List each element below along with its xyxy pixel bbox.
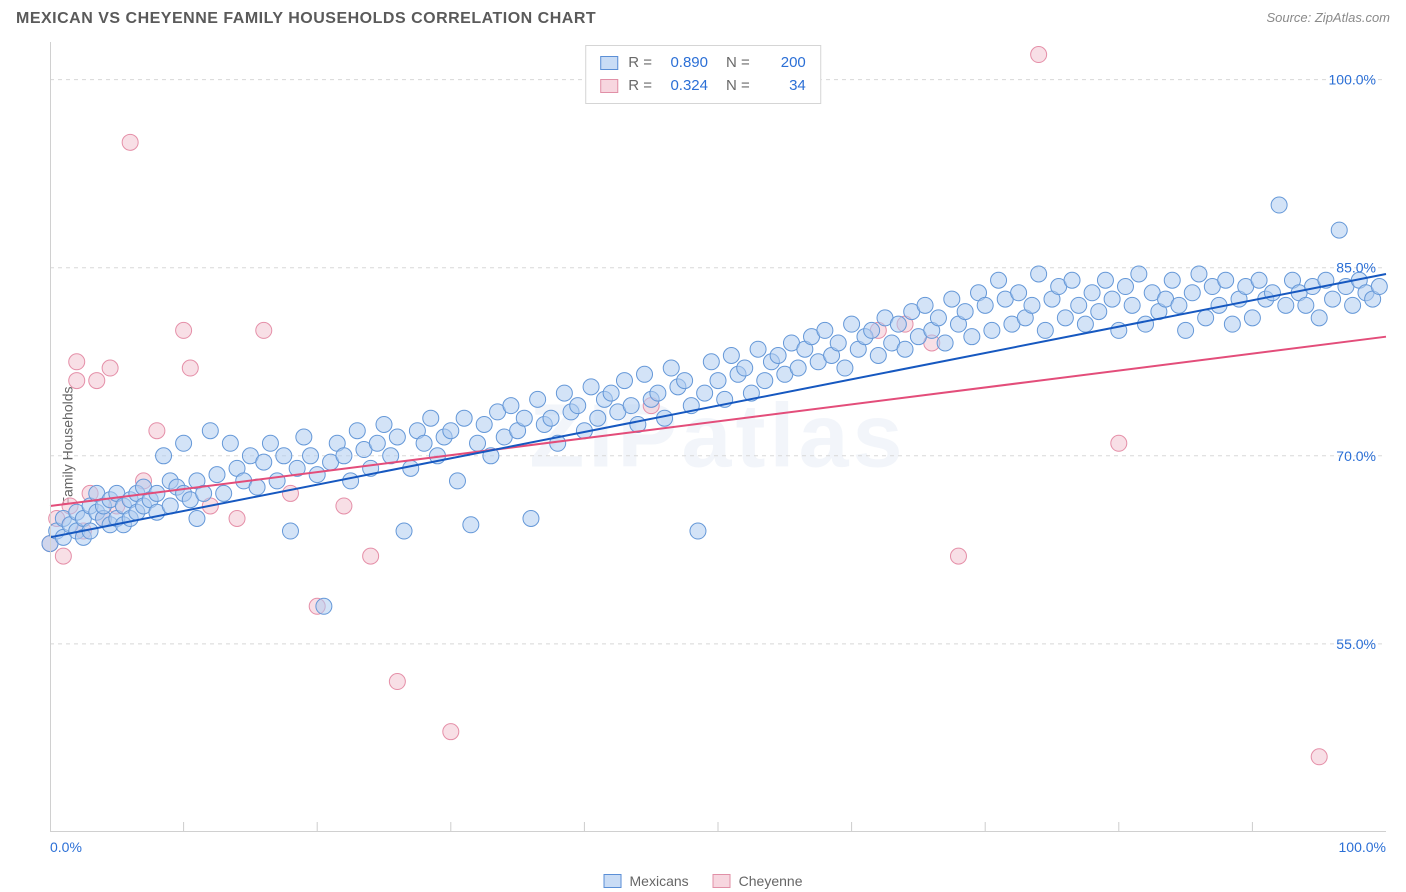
r-label: R =	[628, 75, 652, 98]
svg-text:100.0%: 100.0%	[1339, 839, 1386, 855]
stats-legend-box: R = 0.890 N = 200 R = 0.324 N = 34	[585, 45, 821, 104]
n-value: 34	[760, 75, 806, 98]
legend-swatch	[604, 874, 622, 888]
legend-label: Cheyenne	[739, 873, 803, 889]
chart-title: MEXICAN VS CHEYENNE FAMILY HOUSEHOLDS CO…	[16, 10, 596, 28]
n-label: N =	[726, 52, 750, 75]
bottom-legend: Mexicans Cheyenne	[604, 873, 803, 889]
plot-border	[50, 42, 1386, 832]
r-label: R =	[628, 52, 652, 75]
svg-text:0.0%: 0.0%	[50, 839, 82, 855]
legend-swatch	[713, 874, 731, 888]
r-value: 0.890	[662, 52, 708, 75]
legend-swatch	[600, 56, 618, 70]
n-value: 200	[760, 52, 806, 75]
source-attribution: Source: ZipAtlas.com	[1266, 10, 1390, 25]
legend-item: Cheyenne	[713, 873, 803, 889]
legend-swatch	[600, 79, 618, 93]
stats-row: R = 0.890 N = 200	[600, 52, 806, 75]
legend-item: Mexicans	[604, 873, 689, 889]
stats-row: R = 0.324 N = 34	[600, 75, 806, 98]
chart-area: ZIPatlas 55.0%70.0%85.0%100.0%0.0%100.0%	[50, 42, 1386, 832]
r-value: 0.324	[662, 75, 708, 98]
n-label: N =	[726, 75, 750, 98]
legend-label: Mexicans	[630, 873, 689, 889]
